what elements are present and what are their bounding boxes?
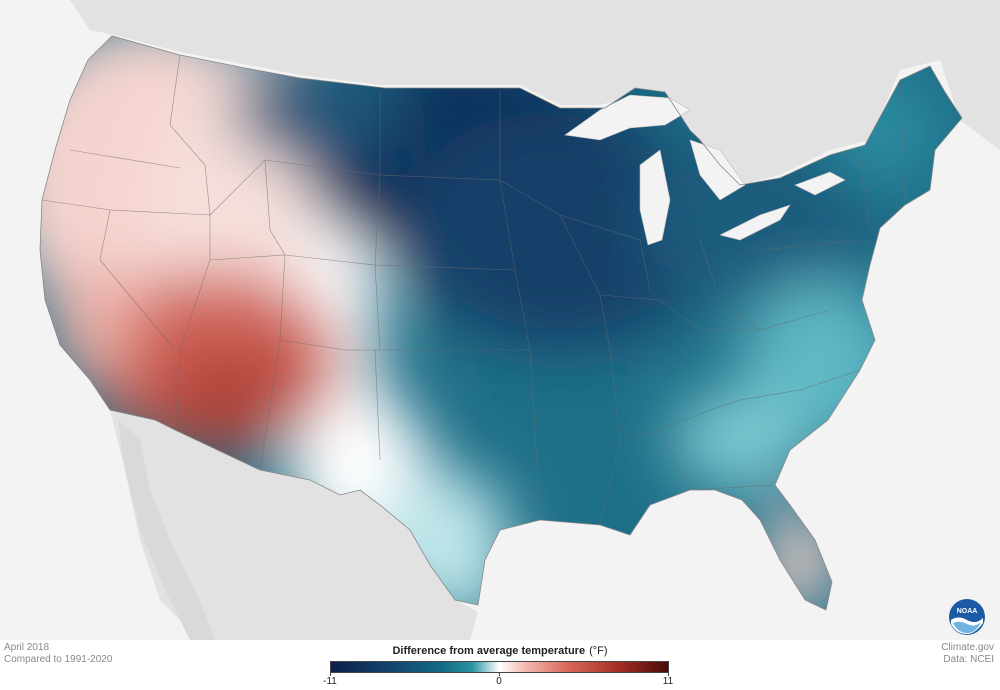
- tick-label-min: -11: [323, 676, 337, 687]
- map-meta: April 2018 Compared to 1991-2020: [4, 642, 112, 666]
- tick-mark-zero: [499, 673, 500, 676]
- mexico-land: [110, 410, 478, 640]
- lake-ontario: [794, 171, 846, 196]
- legend-title: Difference from average temperature (°F): [330, 645, 670, 657]
- tick-label-max: 11: [662, 676, 674, 687]
- color-scale-bar: [330, 661, 669, 673]
- legend-title-text: Difference from average temperature: [392, 645, 586, 657]
- tick-label-zero: 0: [496, 676, 502, 687]
- tick-mark-min: [330, 673, 331, 676]
- lake-erie: [719, 204, 791, 241]
- credit-site: Climate.gov: [941, 642, 994, 653]
- baja-peninsula: [118, 420, 215, 640]
- noaa-logo-text: NOAA: [957, 608, 978, 615]
- credit-data: Data: NCEI: [943, 654, 994, 665]
- great-lakes: [564, 94, 846, 246]
- canada-land: [60, 0, 1000, 185]
- month-label: April 2018: [4, 642, 50, 653]
- temperature-anomaly-map: [39, 0, 1000, 640]
- footer: April 2018 Compared to 1991-2020 Differe…: [0, 640, 1000, 690]
- noaa-logo: NOAA: [949, 599, 985, 635]
- legend-unit: (°F): [589, 645, 608, 657]
- credits: Climate.gov Data: NCEI: [941, 642, 994, 666]
- lake-huron: [689, 139, 746, 201]
- anomaly-field: [40, 36, 962, 610]
- tick-mark-max: [668, 673, 669, 676]
- baseline-label: Compared to 1991-2020: [4, 654, 113, 665]
- lake-michigan: [639, 149, 671, 246]
- state-boundaries: [41, 54, 906, 526]
